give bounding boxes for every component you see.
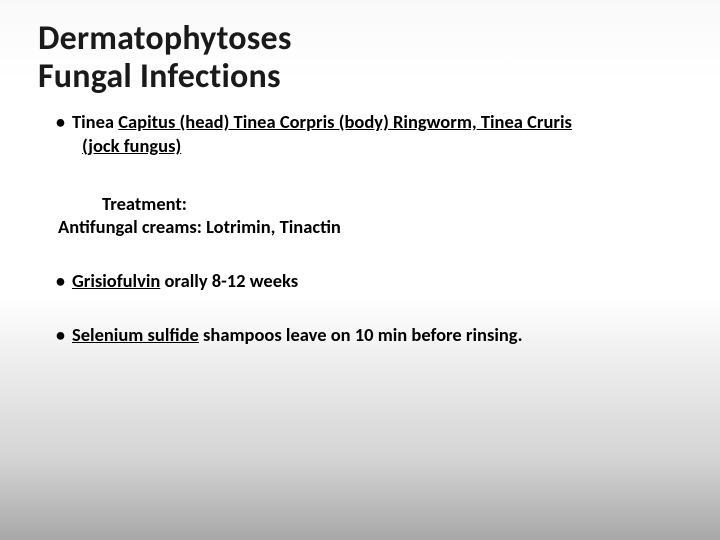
bullet-dot-icon: •	[56, 269, 65, 293]
treatment-label: Treatment:	[102, 192, 682, 215]
b1-line2: (jock fungus)	[82, 134, 181, 157]
b3-seg3: shampoos leave on 10 min before rinsing.	[203, 323, 522, 346]
bullet-2: • Grisiofulvin orally 8-12 weeks	[38, 269, 682, 293]
b1-seg2: Capitus	[118, 110, 175, 133]
bullet-3: • Selenium sulfide shampoos leave on 10 …	[38, 323, 682, 347]
b1-seg5: (body) Ringworm, Tinea	[335, 110, 528, 133]
b3-seg1: Selenium sulfide	[72, 323, 199, 346]
b1-seg6: Cruris	[527, 110, 572, 133]
b1-seg1: Tinea	[72, 110, 118, 133]
b1-seg3: (head) Tinea	[175, 110, 279, 133]
bullet-dot-icon: •	[56, 110, 65, 134]
slide: Dermatophytoses Fungal Infections • Tine…	[0, 0, 720, 540]
b2-seg1: Grisiofulvin	[72, 269, 160, 292]
title-line-1: Dermatophytoses	[38, 20, 682, 58]
bullet-1-text: Tinea Capitus (head) Tinea Corpris (body…	[72, 110, 572, 134]
title-line-2: Fungal Infections	[38, 58, 682, 96]
title-block: Dermatophytoses Fungal Infections	[38, 20, 682, 96]
treatment-line: Antifungal creams: Lotrimin, Tinactin	[58, 215, 682, 239]
bullet-1: • Tinea Capitus (head) Tinea Corpris (bo…	[38, 110, 682, 134]
b2-seg3: orally 8-12 weeks	[164, 269, 298, 292]
bullet-3-text: Selenium sulfide shampoos leave on 10 mi…	[72, 323, 523, 347]
b1-seg4: Corpris	[280, 110, 335, 133]
bullet-1-line2: (jock fungus)	[82, 134, 682, 158]
bullet-dot-icon: •	[56, 323, 65, 347]
bullet-2-text: Grisiofulvin orally 8-12 weeks	[72, 269, 298, 293]
